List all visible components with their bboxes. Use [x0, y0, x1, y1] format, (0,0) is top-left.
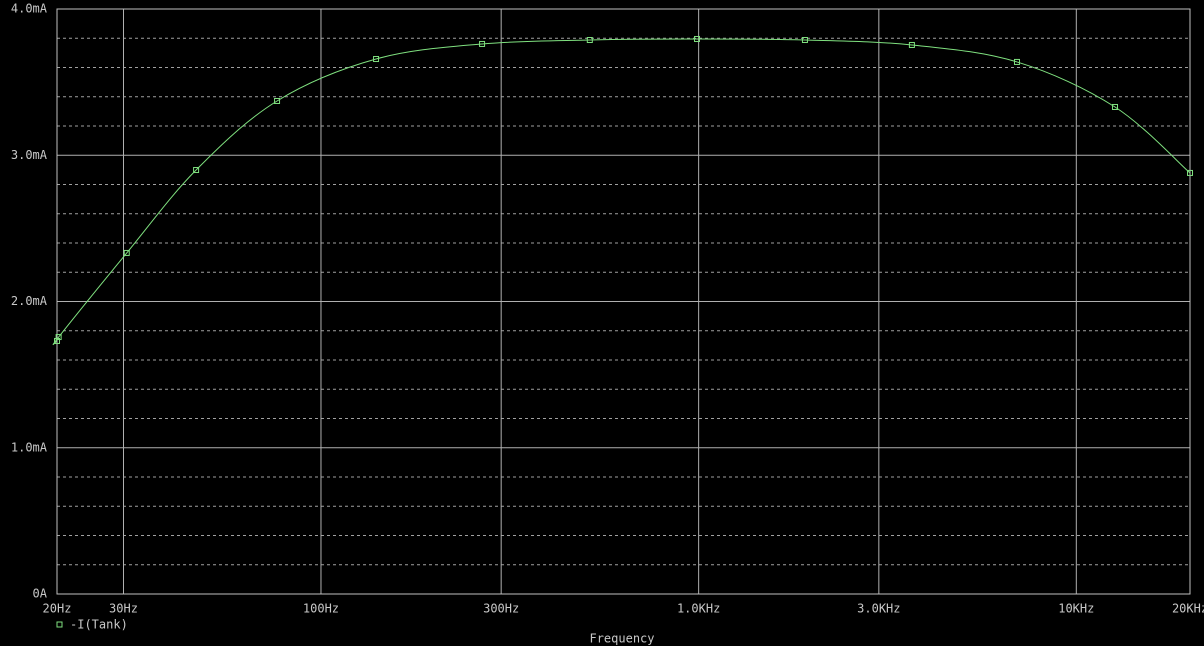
point-marker [1111, 103, 1118, 110]
x-tick-label: 30Hz [109, 602, 138, 616]
point-marker [274, 97, 281, 104]
x-tick-label: 1.0KHz [677, 602, 720, 616]
point-marker [479, 40, 486, 47]
x-tick-label: 20KHz [1172, 602, 1204, 616]
point-marker [55, 334, 62, 341]
legend-marker [56, 621, 63, 628]
point-marker [1013, 58, 1020, 65]
point-marker [908, 41, 915, 48]
point-marker [1187, 169, 1193, 176]
point-marker [54, 337, 60, 344]
point-marker [801, 37, 808, 44]
y-tick-label: 0A [33, 587, 48, 601]
x-tick-label: 20Hz [43, 602, 72, 616]
point-marker [123, 249, 130, 256]
point-marker [586, 37, 593, 44]
y-tick-label: 2.0mA [11, 294, 48, 308]
y-tick-label: 1.0mA [11, 440, 48, 454]
x-tick-label: 300Hz [483, 602, 519, 616]
y-tick-label: 4.0mA [11, 2, 48, 16]
legend-label: -I(Tank) [70, 618, 128, 632]
point-marker [693, 35, 700, 42]
x-axis-label: Frequency [589, 632, 654, 646]
x-tick-label: 10KHz [1058, 602, 1094, 616]
x-tick-label: 100Hz [303, 602, 339, 616]
plot-frame [56, 8, 1191, 595]
point-marker [373, 56, 380, 63]
x-tick-label: 3.0KHz [857, 602, 900, 616]
y-tick-label: 3.0mA [11, 148, 48, 162]
point-marker [193, 167, 200, 174]
series-line [52, 38, 1191, 346]
